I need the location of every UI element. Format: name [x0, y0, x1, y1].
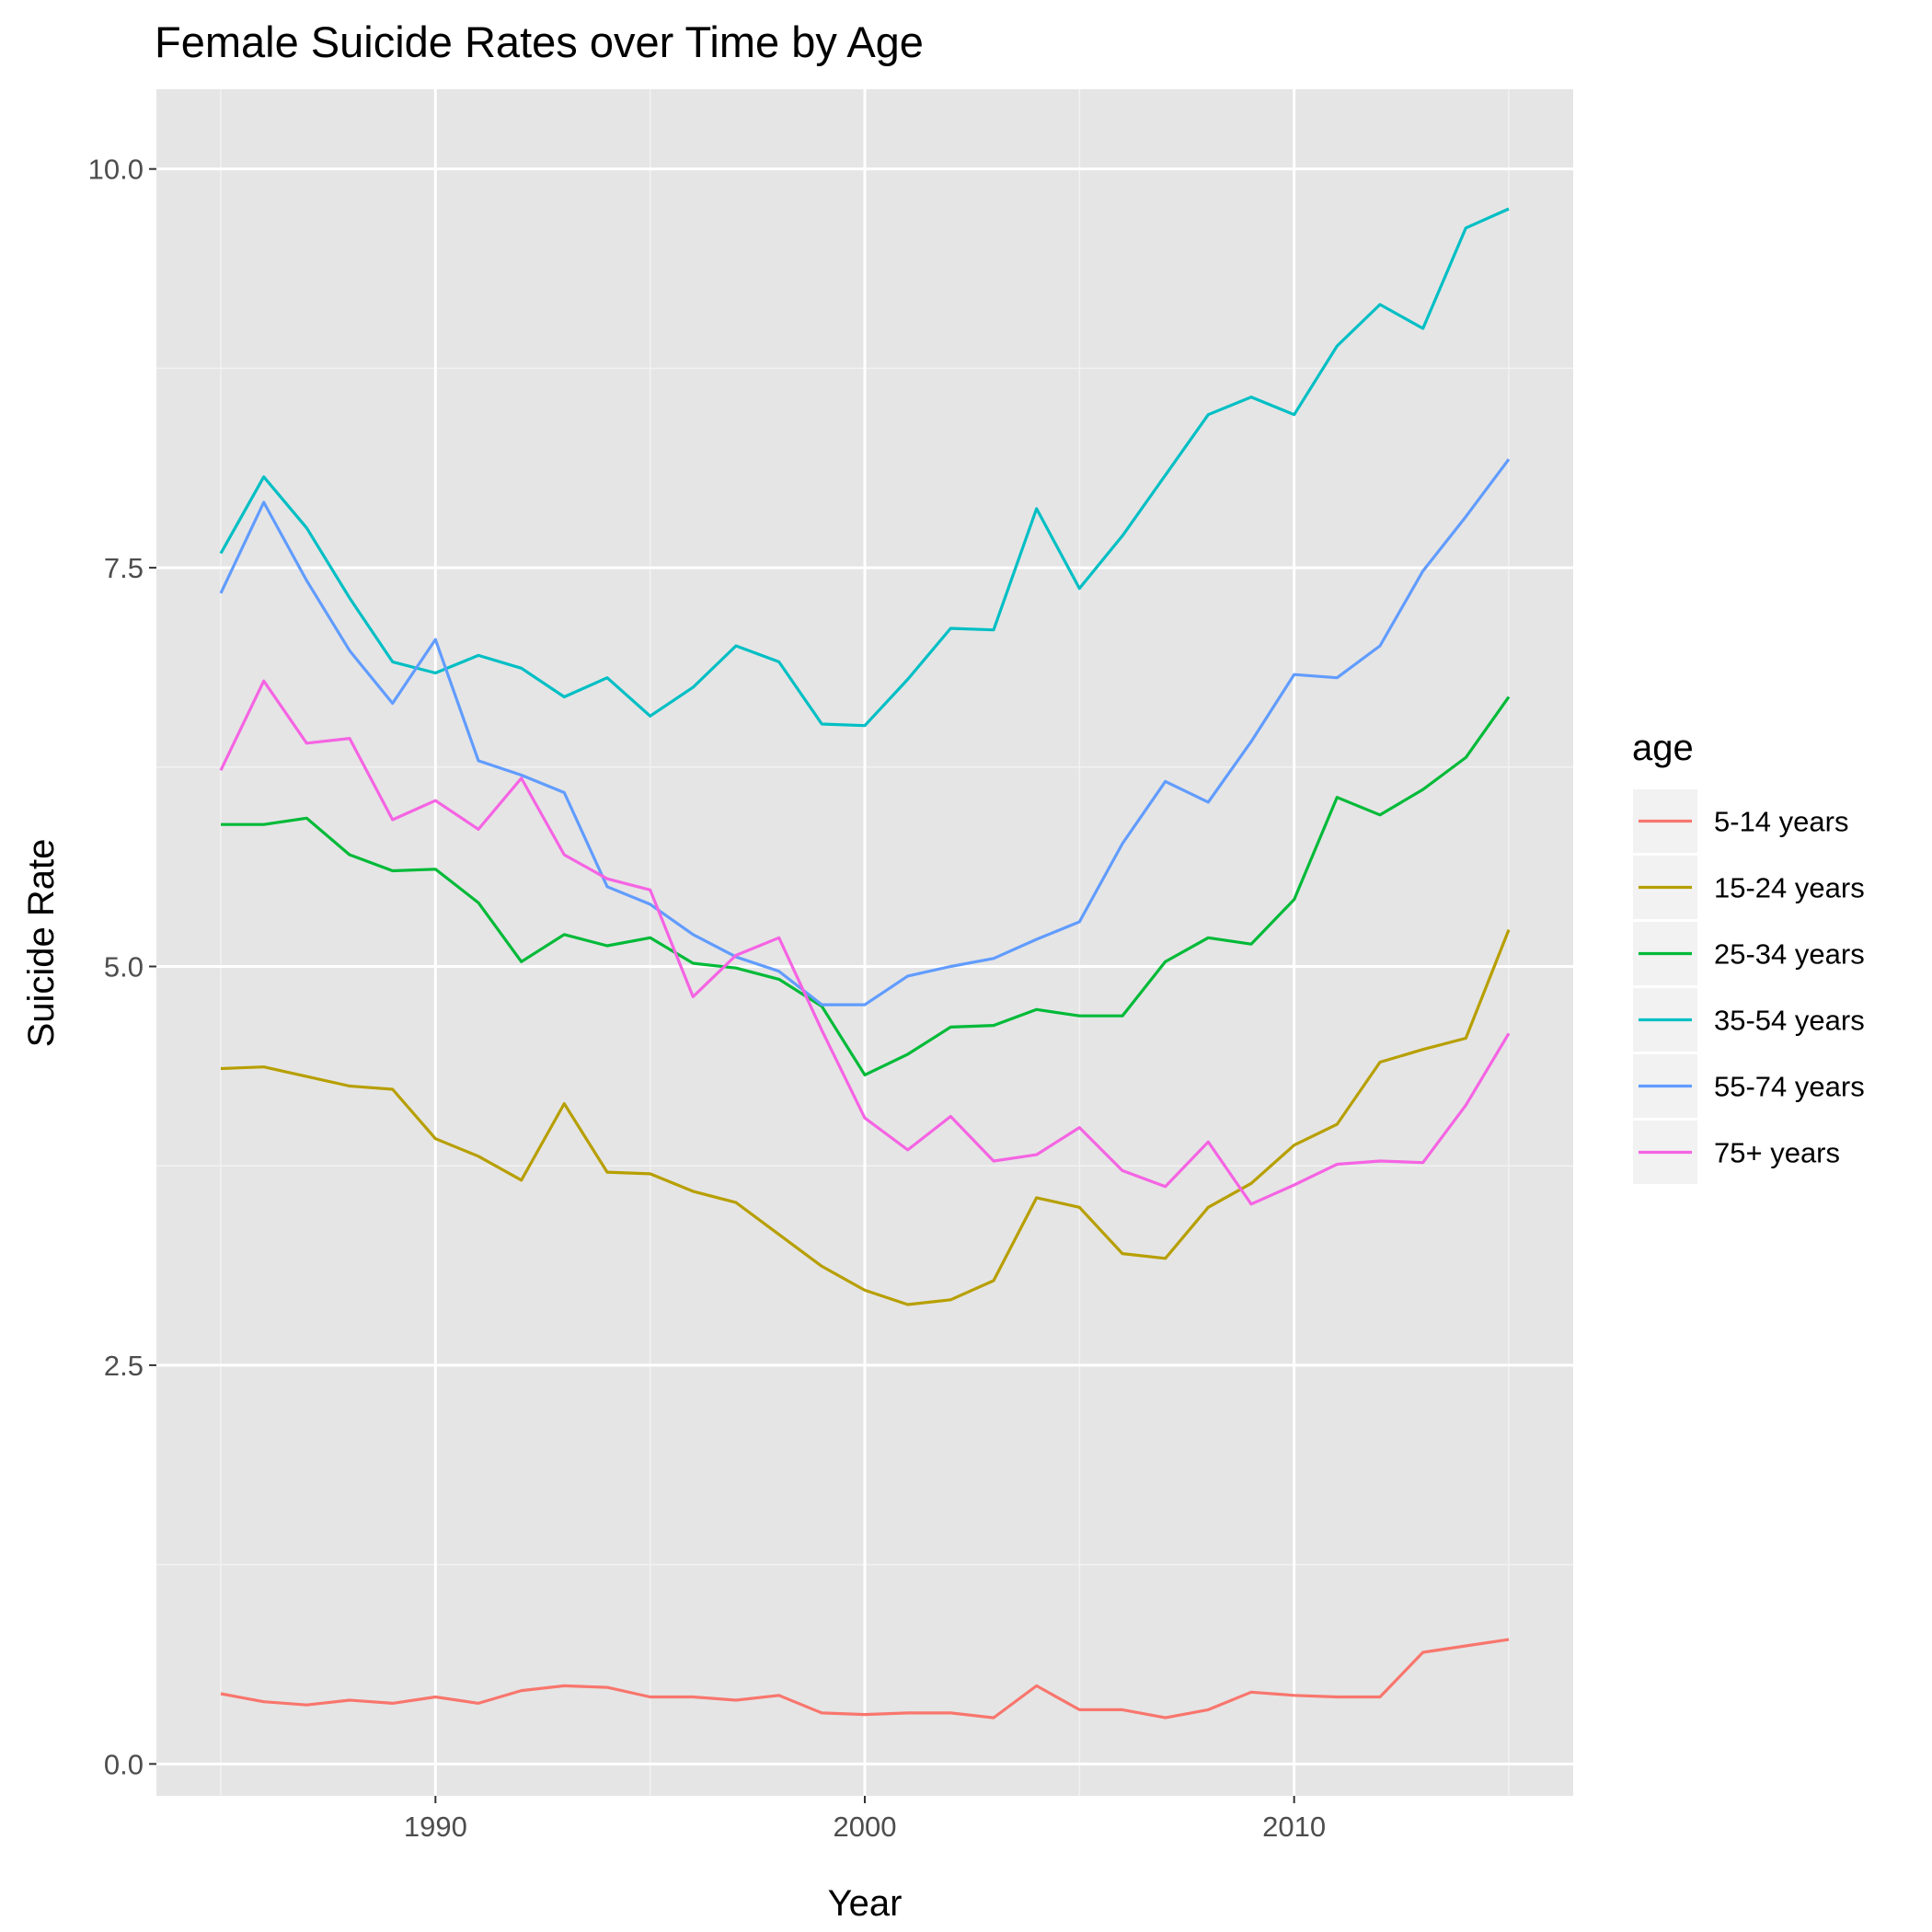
- legend-label: 25-34 years: [1714, 938, 1865, 971]
- series-line-15-24-years: [220, 929, 1511, 1306]
- chart-title: Female Suicide Rates over Time by Age: [155, 17, 924, 66]
- major-gridlines: [156, 89, 1573, 1796]
- series-line-75-years: [219, 679, 1511, 1206]
- x-tick-label: 2010: [1262, 1811, 1326, 1843]
- y-tick-label: 0.0: [104, 1748, 144, 1780]
- legend-label: 15-24 years: [1714, 872, 1865, 904]
- series-line-25-34-years: [221, 696, 1511, 1077]
- legend-label: 5-14 years: [1714, 806, 1848, 838]
- series-line-35-54-years: [219, 207, 1510, 728]
- y-axis-ticks: 0.0 2.5 5.0 7.5 10.0: [88, 154, 156, 1780]
- y-tick-label: 10.0: [88, 154, 144, 186]
- series-line-5-14-years: [220, 1638, 1510, 1719]
- x-tick-label: 1990: [404, 1811, 467, 1843]
- y-tick-label: 7.5: [104, 552, 144, 584]
- series-line-55-74-years: [219, 458, 1511, 1006]
- legend-title: age: [1632, 728, 1694, 768]
- x-tick-label: 2000: [834, 1811, 897, 1843]
- legend-items: 5-14 years 15-24 years 25-34 years 35-54 ye…: [1633, 789, 1865, 1184]
- series-lines: [219, 207, 1511, 1719]
- legend: age 5-14 years 15-24 years 25-34 years 35-5…: [1632, 728, 1865, 1184]
- x-axis-ticks: 1990 2000 2010: [404, 1796, 1326, 1843]
- legend-label: 75+ years: [1714, 1137, 1840, 1169]
- y-tick-label: 5.0: [104, 951, 144, 983]
- legend-label: 55-74 years: [1714, 1071, 1865, 1103]
- y-tick-label: 2.5: [104, 1350, 144, 1382]
- x-axis-title: Year: [828, 1883, 903, 1924]
- legend-label: 35-54 years: [1714, 1005, 1865, 1037]
- y-axis-title: Suicide Rate: [21, 839, 62, 1048]
